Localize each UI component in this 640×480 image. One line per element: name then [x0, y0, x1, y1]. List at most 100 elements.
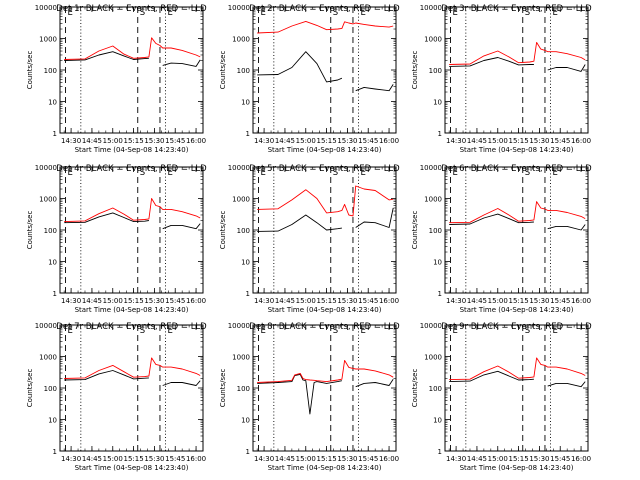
y-axis-label: Counts/sec: [219, 369, 227, 408]
y-axis-label: Counts/sec: [411, 369, 419, 408]
y-tick-label: 1000: [232, 196, 250, 204]
x-tick-label: 15:30: [337, 137, 357, 145]
x-tick-label: 16:00: [379, 455, 399, 463]
y-tick-label: 100: [237, 67, 250, 75]
x-axis-label: Start Time (04-Sep-08 14:23:40): [268, 146, 382, 154]
x-tick-label: 15:00: [103, 137, 123, 145]
x-axis-label: Start Time (04-Sep-08 14:23:40): [75, 464, 189, 472]
x-tick-label: 14:45: [82, 297, 102, 305]
panel-1: Det 1r BLACK = Events, RED = LLD 1 10 100 10…: [26, 4, 207, 154]
marker-label: E: [168, 326, 173, 336]
y-tick-label: 1: [246, 290, 250, 298]
y-tick-label: 100: [429, 385, 442, 393]
y-axis-label: Counts/sec: [26, 211, 34, 250]
x-tick-label: 14:45: [275, 455, 295, 463]
marker-label: E: [68, 8, 73, 18]
y-tick-label: 10: [433, 417, 442, 425]
marker-label: E: [453, 168, 458, 178]
x-tick-label: 16:00: [571, 137, 591, 145]
panel-7: Det 7r BLACK = Events, RED = LLD 1 10 100 10…: [26, 322, 207, 472]
marker-label: S: [333, 168, 338, 178]
plot-frame: [444, 324, 589, 452]
panel-title: Det 1r BLACK = Events, RED = LLD: [56, 4, 207, 14]
x-tick-label: 14:30: [446, 137, 466, 145]
x-tick-label: 15:15: [508, 297, 528, 305]
x-tick-label: 16:00: [186, 137, 206, 145]
plot-frame: [59, 324, 204, 452]
x-tick-label: 15:00: [103, 297, 123, 305]
x-tick-label: 16:00: [571, 455, 591, 463]
plot-frame: [252, 324, 397, 452]
x-axis-label: Start Time (04-Sep-08 14:23:40): [268, 464, 382, 472]
marker-label: E: [553, 326, 558, 336]
y-tick-label: 1: [438, 290, 442, 298]
x-tick-label: 15:30: [144, 297, 164, 305]
marker-label: S: [525, 326, 530, 336]
y-axis-label: Counts/sec: [26, 369, 34, 408]
y-tick-label: 10000: [420, 322, 442, 330]
marker-label: E: [361, 168, 366, 178]
series-events-line: [449, 57, 586, 72]
y-axis-label: Counts/sec: [411, 211, 419, 250]
y-tick-label: 100: [44, 67, 57, 75]
marker-label: S: [525, 8, 530, 18]
y-tick-label: 10000: [228, 164, 250, 172]
y-tick-label: 1: [246, 130, 250, 138]
x-axis-label: Start Time (04-Sep-08 14:23:40): [75, 306, 189, 314]
marker-label: E: [453, 326, 458, 336]
x-tick-label: 15:00: [296, 455, 316, 463]
y-tick-label: 10000: [420, 164, 442, 172]
y-tick-label: 1: [438, 448, 442, 456]
marker-label: E: [361, 326, 366, 336]
y-tick-label: 10: [241, 417, 250, 425]
x-tick-label: 14:45: [467, 455, 487, 463]
x-tick-label: 15:15: [316, 137, 336, 145]
y-axis-label: Counts/sec: [411, 51, 419, 90]
series-lld-line: [449, 357, 586, 381]
x-axis-label: Start Time (04-Sep-08 14:23:40): [460, 464, 574, 472]
y-tick-label: 1000: [39, 354, 57, 362]
x-tick-label: 15:45: [550, 297, 570, 305]
y-tick-label: 10: [433, 259, 442, 267]
x-tick-label: 15:45: [550, 137, 570, 145]
series-lld-line: [449, 41, 586, 65]
y-tick-label: 1000: [39, 36, 57, 44]
panel-8: Det 8r BLACK = Events, RED = LLD 1 10 100 10…: [219, 322, 400, 472]
x-tick-label: 15:15: [123, 137, 143, 145]
x-axis-label: Start Time (04-Sep-08 14:23:40): [460, 146, 574, 154]
x-tick-label: 15:30: [144, 137, 164, 145]
y-tick-label: 100: [429, 227, 442, 235]
y-tick-label: 1000: [39, 196, 57, 204]
x-tick-label: 15:30: [529, 137, 549, 145]
x-tick-label: 14:45: [275, 137, 295, 145]
x-tick-label: 15:30: [529, 297, 549, 305]
y-axis-label: Counts/sec: [219, 211, 227, 250]
x-axis-label: Start Time (04-Sep-08 14:23:40): [75, 146, 189, 154]
y-tick-label: 100: [237, 227, 250, 235]
x-tick-label: 15:15: [316, 455, 336, 463]
y-tick-label: 1: [246, 448, 250, 456]
x-tick-label: 15:00: [296, 297, 316, 305]
y-tick-label: 10000: [228, 322, 250, 330]
y-tick-label: 1: [53, 130, 57, 138]
series-lld-line: [449, 201, 586, 224]
y-tick-label: 100: [429, 67, 442, 75]
series-events-line: [257, 373, 394, 415]
y-tick-label: 10000: [420, 4, 442, 12]
x-tick-label: 16:00: [186, 297, 206, 305]
marker-label: S: [333, 326, 338, 336]
y-tick-label: 1000: [424, 36, 442, 44]
panel-title: Det 5r BLACK = Events, RED = LLD: [249, 164, 400, 174]
y-axis-label: Counts/sec: [26, 51, 34, 90]
x-tick-label: 15:00: [488, 137, 508, 145]
y-tick-label: 1000: [232, 354, 250, 362]
panel-title: Det 8r BLACK = Events, RED = LLD: [249, 322, 400, 332]
x-tick-label: 15:00: [488, 455, 508, 463]
series-events-line: [64, 51, 201, 67]
x-tick-label: 15:45: [165, 297, 185, 305]
x-tick-label: 14:30: [446, 297, 466, 305]
marker-label: S: [140, 8, 145, 18]
x-tick-label: 15:30: [337, 297, 357, 305]
x-tick-label: 15:45: [550, 455, 570, 463]
